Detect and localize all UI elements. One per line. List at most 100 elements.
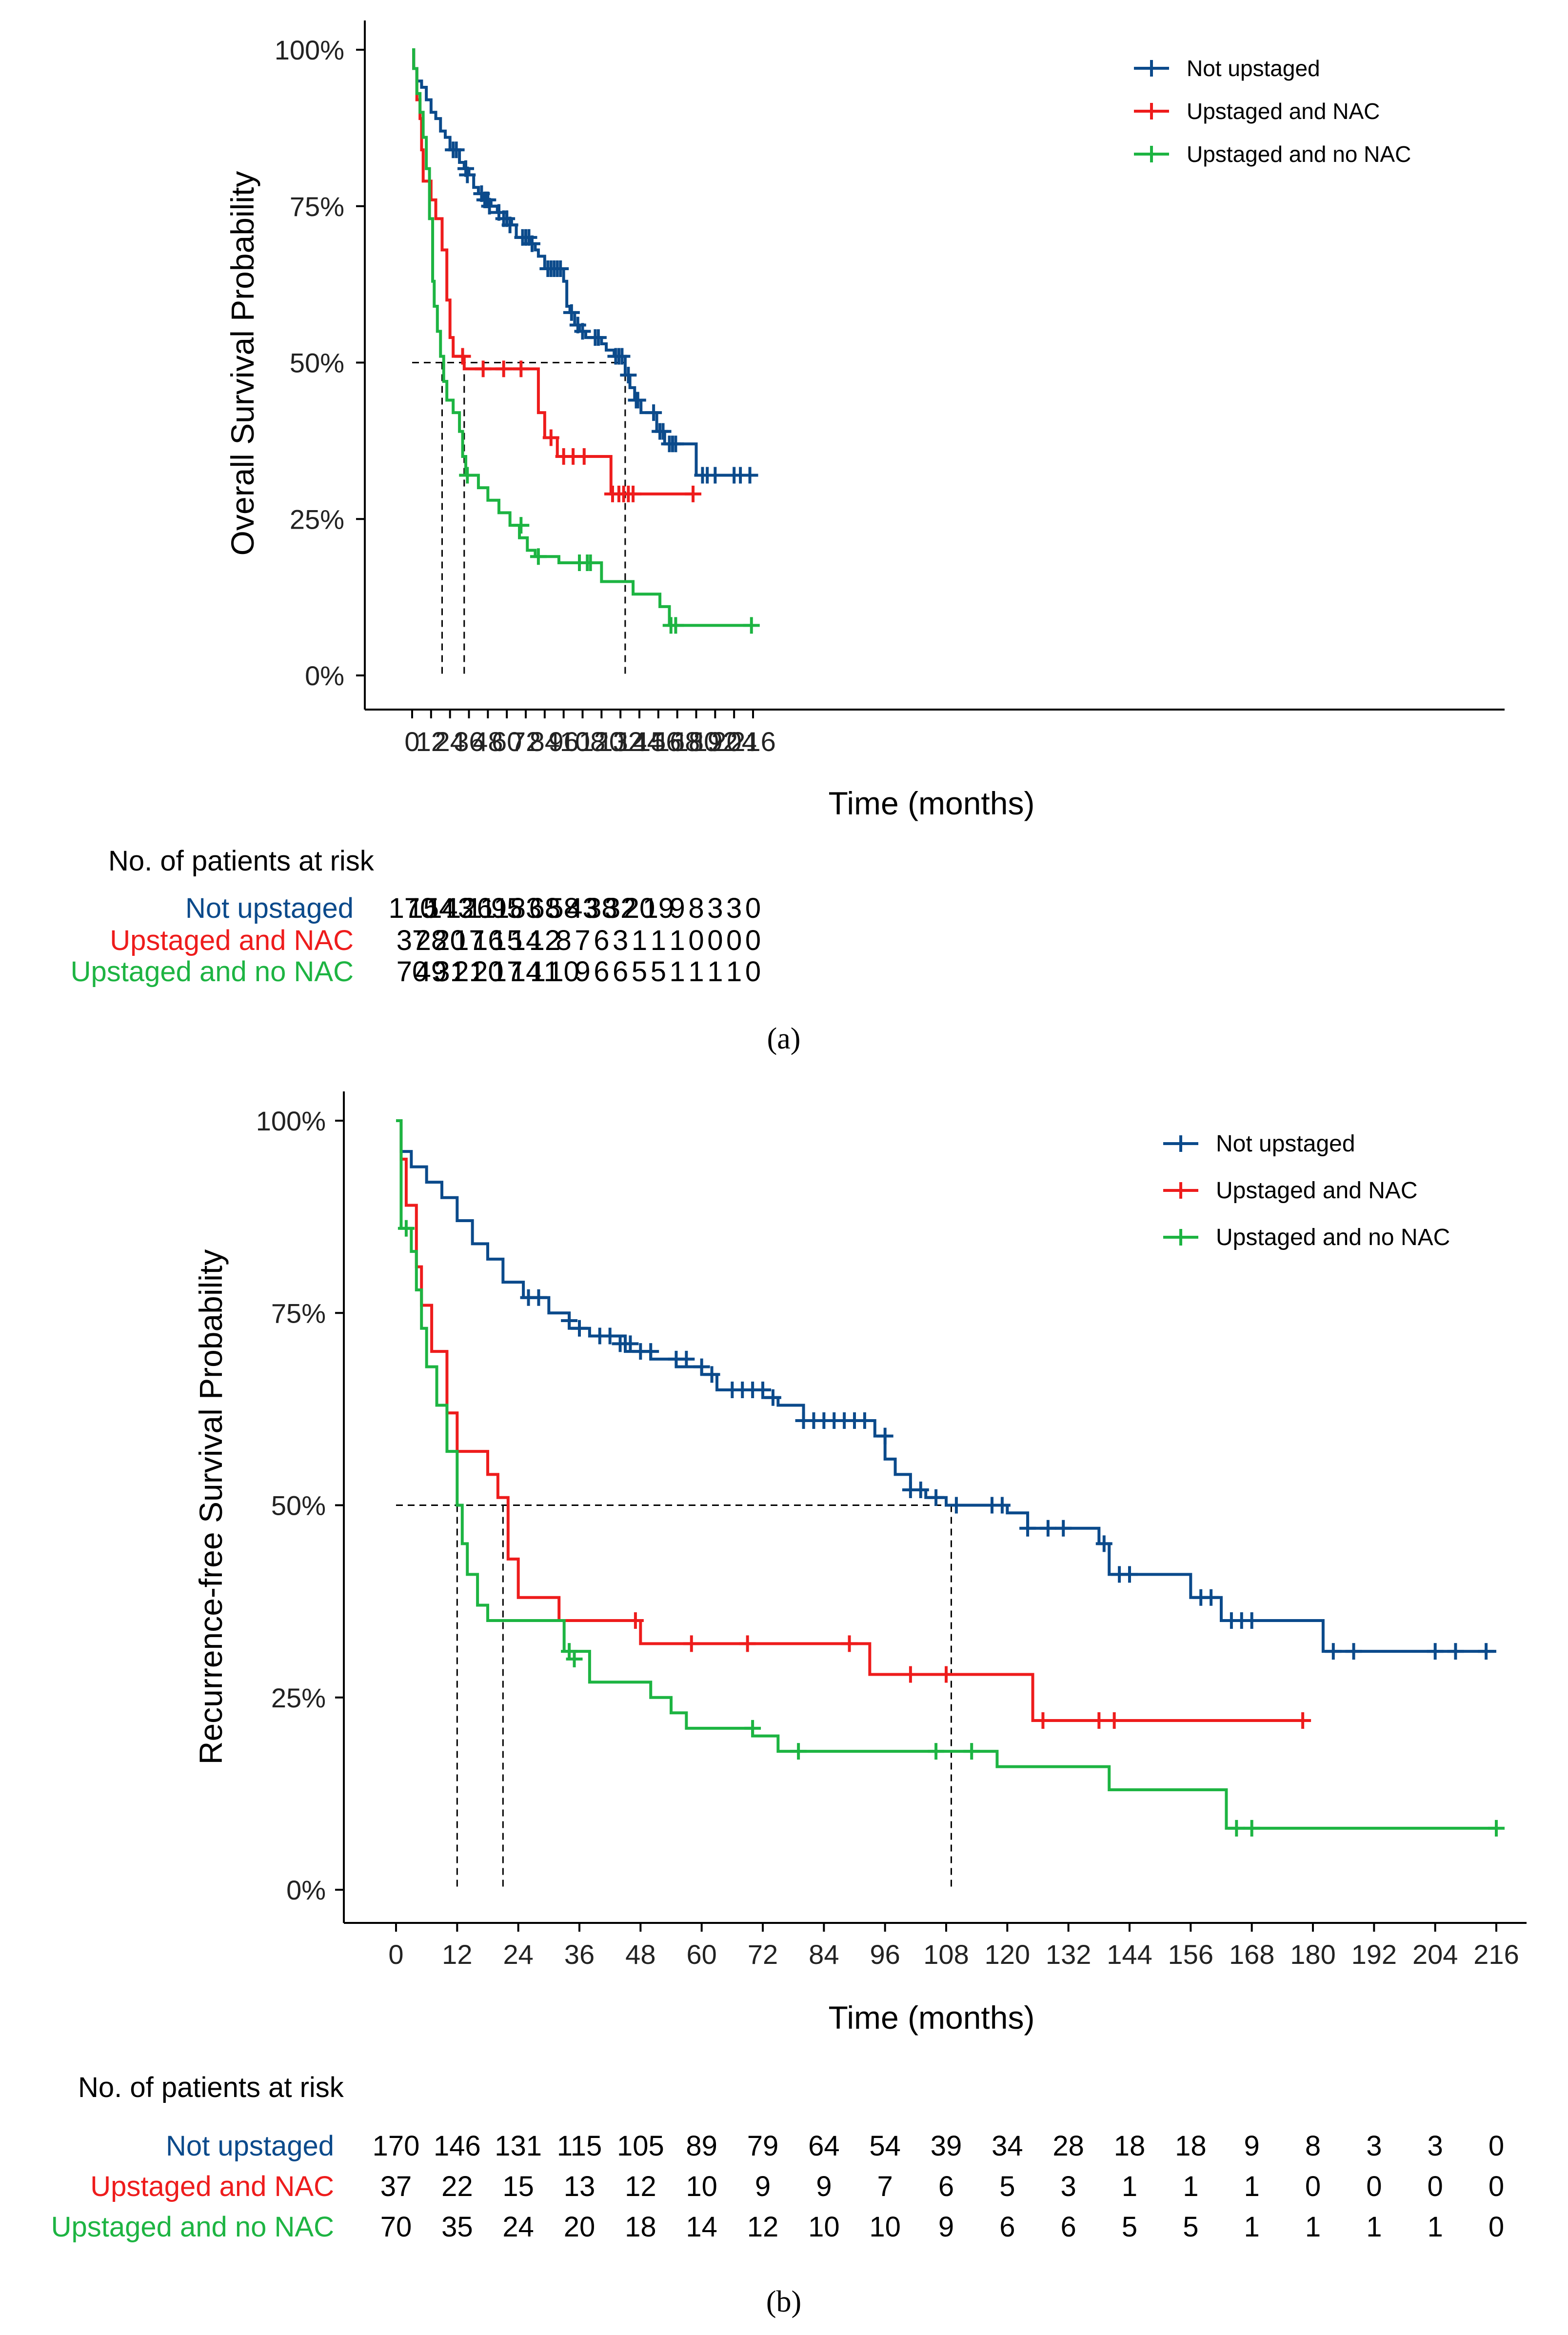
censor-mark-not-upstaged <box>1055 1520 1072 1537</box>
risk-count: 13 <box>564 2171 595 2202</box>
risk-count: 1 <box>670 925 685 956</box>
censor-mark-not-upstaged <box>1447 1643 1464 1660</box>
risk-count: 31 <box>434 956 466 988</box>
censor-mark-not-upstaged <box>601 1327 618 1345</box>
censor-mark-not-upstaged <box>481 198 498 215</box>
risk-count: 6 <box>938 2171 954 2202</box>
y-tick-label: 50% <box>290 348 344 378</box>
risk-count: 14 <box>510 925 542 956</box>
risk-count: 14 <box>510 956 542 988</box>
risk-count: 6 <box>594 956 609 988</box>
censor-mark-upstaged-and-no-nac <box>790 1743 807 1760</box>
y-tick-label: 25% <box>290 504 344 534</box>
censor-mark-upstaged-and-no-nac <box>744 1720 761 1737</box>
risk-count: 24 <box>502 2211 534 2243</box>
risk-count: 8 <box>688 892 704 924</box>
x-tick-label: 204 <box>711 726 756 757</box>
censor-mark-upstaged-and-no-nac <box>928 1743 945 1760</box>
x-axis-title: Time (months) <box>829 785 1035 821</box>
risk-count: 37 <box>380 2171 412 2202</box>
risk-count: 154 <box>407 892 455 924</box>
risk-count: 0 <box>726 925 742 956</box>
risk-count: 1 <box>1244 2211 1260 2243</box>
x-tick-label: 144 <box>616 726 662 757</box>
censor-mark-upstaged-and-nac <box>454 348 471 365</box>
risk-count: 12 <box>625 2171 656 2202</box>
risk-row-label: Upstaged and no NAC <box>71 956 354 988</box>
risk-count: 105 <box>617 2130 664 2162</box>
risk-count: 16 <box>472 925 504 956</box>
risk-count: 0 <box>745 892 761 924</box>
y-axis-title: Recurrence-free Survival Probability <box>193 1249 229 1764</box>
risk-count: 146 <box>434 2130 481 2162</box>
risk-row-label: Upstaged and no NAC <box>51 2211 334 2243</box>
km-curve-not-upstaged <box>412 48 753 477</box>
censor-mark-upstaged-and-no-nac <box>963 1743 980 1760</box>
risk-count: 37 <box>397 925 428 956</box>
risk-count: 28 <box>416 925 447 956</box>
censor-mark-not-upstaged <box>707 467 724 484</box>
risk-count: 18 <box>625 2211 656 2243</box>
x-tick-label: 156 <box>635 726 681 757</box>
censor-mark-not-upstaged <box>642 1343 659 1360</box>
censor-mark-upstaged-and-nac <box>1034 1712 1052 1729</box>
x-tick-label: 12 <box>416 726 446 757</box>
x-tick-label: 180 <box>674 726 719 757</box>
risk-row-label: Not upstaged <box>185 892 354 924</box>
censor-mark-not-upstaged <box>645 404 662 421</box>
y-tick-label: 100% <box>275 35 344 65</box>
risk-count: 111 <box>466 892 509 924</box>
censor-mark-upstaged-and-nac <box>625 485 642 502</box>
risk-count: 3 <box>1366 2130 1382 2162</box>
x-tick-label: 108 <box>923 1939 969 1970</box>
censor-mark-not-upstaged <box>678 1350 695 1367</box>
x-tick-label: 24 <box>435 726 465 757</box>
censor-mark-upstaged-and-nac <box>902 1666 919 1683</box>
censor-mark-not-upstaged <box>629 392 646 409</box>
censor-mark-not-upstaged <box>948 1497 965 1514</box>
x-tick-label: 96 <box>549 726 579 757</box>
risk-count: 9 <box>816 2171 832 2202</box>
x-tick-label: 84 <box>530 726 560 757</box>
censor-mark-upstaged-and-nac <box>683 1635 700 1652</box>
censor-mark-not-upstaged <box>530 1289 547 1306</box>
risk-count: 68 <box>529 892 561 924</box>
risk-count: 18 <box>1114 2130 1146 2162</box>
risk-count: 5 <box>651 956 666 988</box>
censor-mark-not-upstaged <box>703 1366 720 1383</box>
legend-label: Upstaged and no NAC <box>1216 1225 1450 1250</box>
y-tick-label: 25% <box>271 1682 326 1713</box>
x-tick-label: 108 <box>560 726 605 757</box>
y-tick-label: 75% <box>271 1298 326 1328</box>
censor-mark-not-upstaged <box>1325 1643 1342 1660</box>
risk-count: 28 <box>1052 2130 1084 2162</box>
risk-count: 0 <box>745 925 761 956</box>
x-tick-label: 12 <box>442 1939 472 1970</box>
risk-count: 3 <box>613 925 628 956</box>
risk-count: 0 <box>1366 2171 1382 2202</box>
risk-count: 35 <box>441 2211 473 2243</box>
censor-mark-upstaged-and-nac <box>495 360 512 377</box>
censor-mark-upstaged-and-nac <box>627 1612 644 1629</box>
censor-mark-upstaged-and-nac <box>513 360 530 377</box>
legend-label: Upstaged and NAC <box>1187 99 1380 124</box>
y-tick-label: 0% <box>305 660 344 691</box>
risk-count: 9 <box>575 956 590 988</box>
risk-count: 1 <box>632 925 647 956</box>
risk-count: 6 <box>613 956 628 988</box>
censor-mark-not-upstaged <box>655 423 672 440</box>
x-tick-label: 72 <box>511 726 541 757</box>
x-tick-label: 36 <box>564 1939 595 1970</box>
censor-mark-not-upstaged <box>563 304 580 321</box>
risk-count: 0 <box>1428 2171 1443 2202</box>
y-tick-label: 0% <box>286 1875 326 1905</box>
legend-item-not-upstaged: Not upstaged <box>1163 1131 1355 1157</box>
risk-count: 21 <box>453 956 485 988</box>
censor-mark-upstaged-and-no-nac <box>566 1650 583 1667</box>
risk-count: 43 <box>567 892 598 924</box>
risk-count: 15 <box>491 925 523 956</box>
censor-mark-upstaged-and-nac <box>542 429 559 446</box>
risk-count: 22 <box>441 2171 473 2202</box>
risk-count: 3 <box>1061 2171 1076 2202</box>
